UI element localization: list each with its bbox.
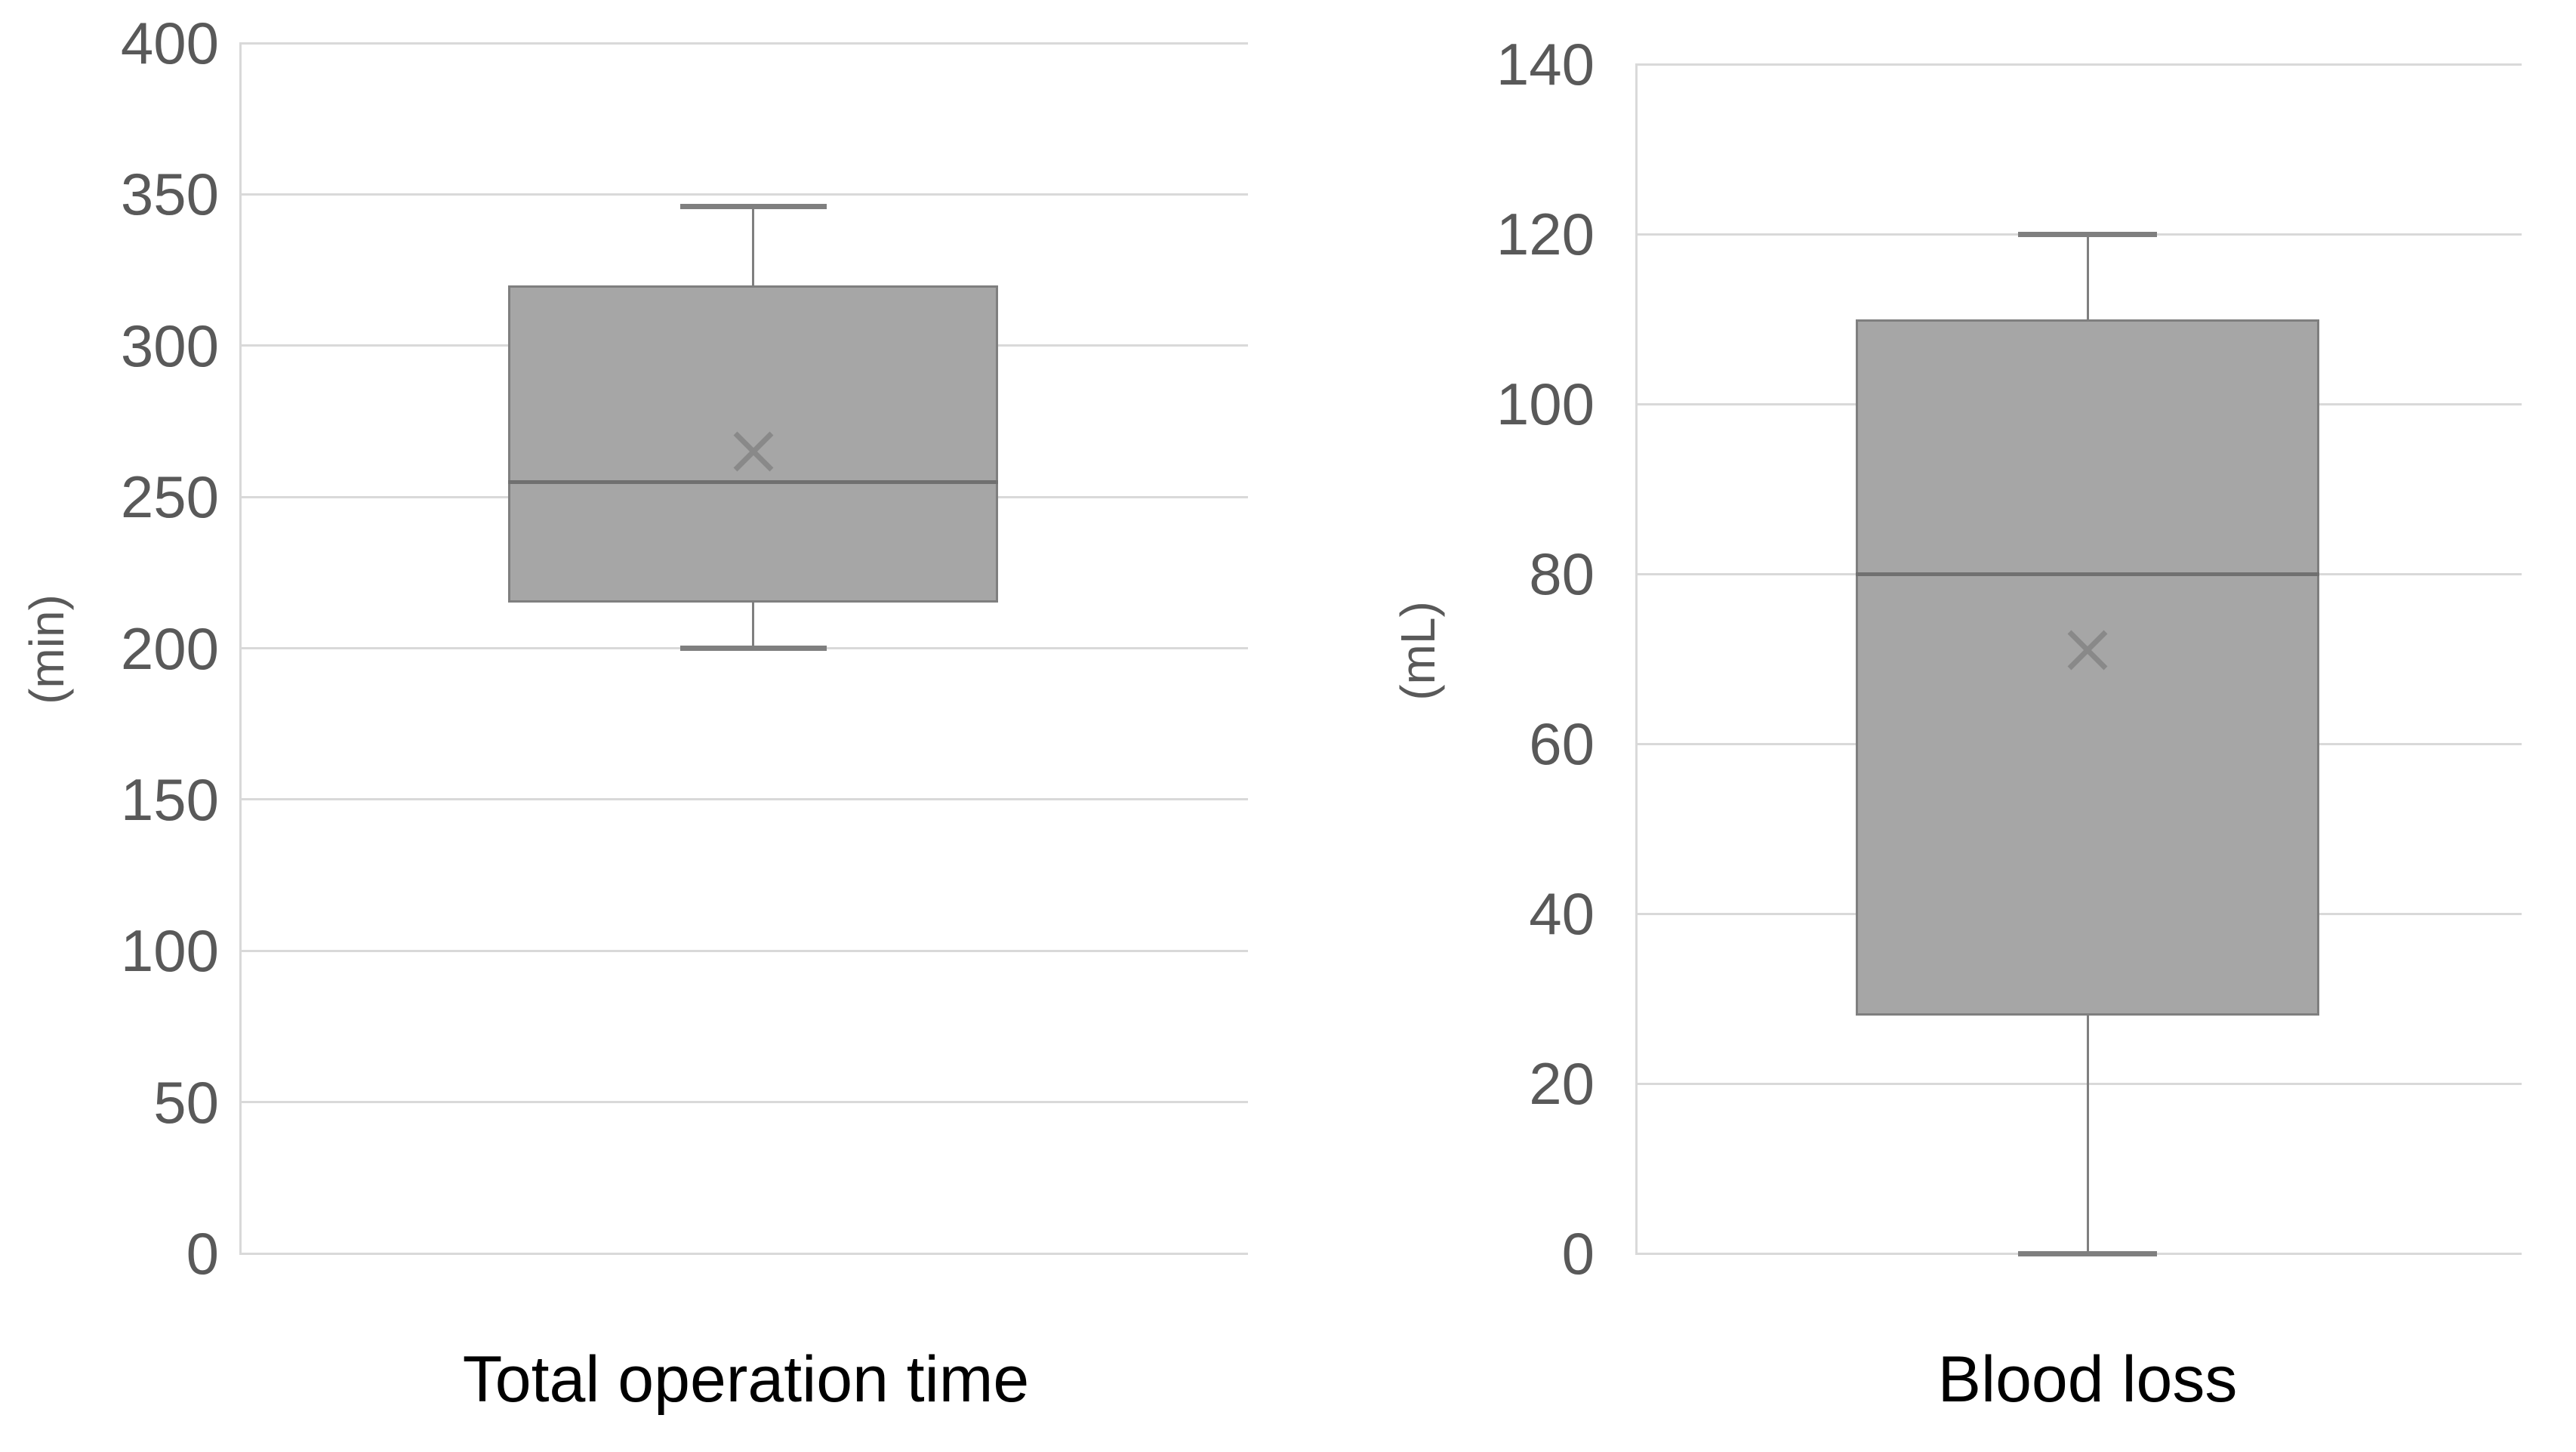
gridline [240,193,1248,196]
y-axis-tick-label: 350 [120,161,219,228]
median-line [508,479,998,484]
gridline [1636,63,2522,66]
mean-x-marker [732,430,775,473]
median-line [1856,572,2319,576]
lower-whisker-cap [679,646,827,651]
iqr-box [1856,319,2319,1016]
gridline [240,42,1248,45]
gridline [240,949,1248,952]
gridline [240,798,1248,801]
y-axis-tick-label: 300 [120,312,219,379]
y-axis-line [239,42,242,1255]
y-axis-tick-label: 40 [1529,880,1595,947]
upper-whisker-cap [2018,231,2157,237]
y-axis-unit-label-min: (min) [20,594,74,704]
chart-title-total-operation-time: Total operation time [462,1343,1030,1416]
y-axis-tick-label: 0 [186,1220,219,1287]
gridline [240,1101,1248,1104]
upper-whisker-line [2086,234,2089,319]
y-axis-tick-label: 120 [1496,201,1595,267]
y-axis-tick-label: 250 [120,464,219,531]
upper-whisker-line [752,206,754,285]
y-axis-unit-label-ml: (mL) [1391,601,1445,701]
y-axis-tick-label: 200 [120,615,219,682]
y-axis-tick-label: 0 [1561,1220,1595,1287]
y-axis-tick-label: 400 [120,10,219,76]
chart-title-blood-loss: Blood loss [1937,1343,2238,1416]
lower-whisker-line [2086,1016,2089,1253]
y-axis-tick-label: 140 [1496,31,1595,97]
y-axis-line [1635,63,1638,1255]
y-axis-tick-label: 80 [1529,541,1595,607]
iqr-box [508,285,998,603]
lower-whisker-cap [2018,1250,2157,1256]
upper-whisker-cap [679,203,827,209]
y-axis-tick-label: 150 [120,766,219,833]
gridline [240,1252,1248,1255]
gridline [1636,1082,2522,1085]
lower-whisker-line [752,603,754,649]
mean-x-marker [2066,629,2109,671]
y-axis-tick-label: 50 [153,1068,219,1136]
y-axis-tick-label: 20 [1529,1050,1595,1117]
y-axis-tick-label: 60 [1529,711,1595,777]
y-axis-tick-label: 100 [120,917,219,985]
y-axis-tick-label: 100 [1496,371,1595,437]
